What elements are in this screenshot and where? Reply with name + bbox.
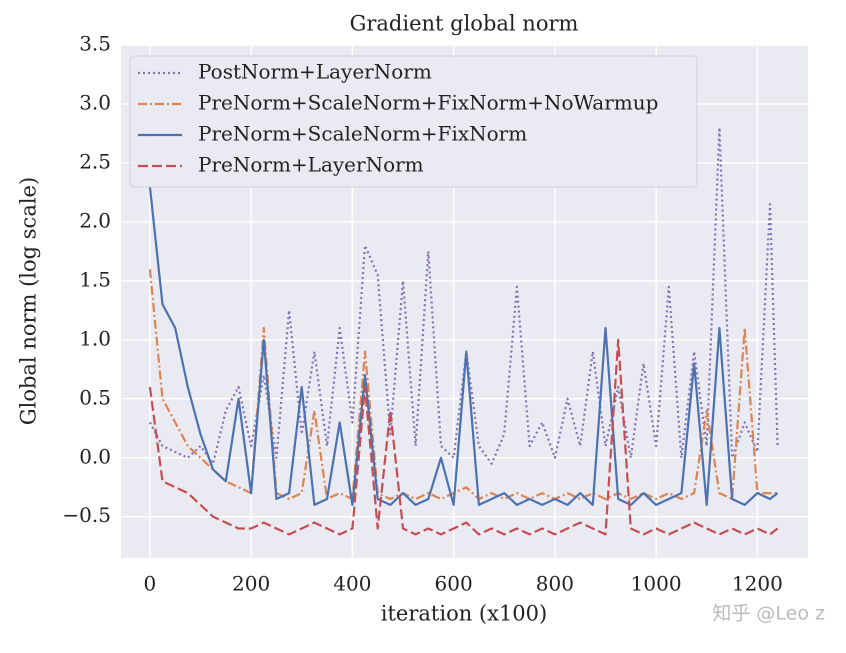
x-tick-label: 800 — [536, 572, 574, 596]
x-tick-label: 1000 — [631, 572, 682, 596]
watermark: 知乎 @Leo z — [712, 603, 825, 625]
y-tick-label: 1.0 — [79, 326, 111, 350]
y-tick-label: 3.0 — [79, 90, 111, 114]
y-tick-label: 3.5 — [79, 32, 111, 56]
legend-label: PreNorm+ScaleNorm+FixNorm+NoWarmup — [198, 91, 658, 115]
legend-label: PostNorm+LayerNorm — [198, 60, 432, 84]
x-axis-label: iteration (x100) — [381, 602, 547, 626]
legend-label: PreNorm+LayerNorm — [198, 153, 424, 177]
x-tick-label: 200 — [232, 572, 270, 596]
x-tick-label: 600 — [435, 572, 473, 596]
x-tick-label: 1200 — [732, 572, 783, 596]
legend-label: PreNorm+ScaleNorm+FixNorm — [198, 122, 527, 146]
legend: PostNorm+LayerNorm PreNorm+ScaleNorm+FixN… — [129, 55, 698, 188]
x-tick-label: 400 — [333, 572, 371, 596]
y-tick-label: 0.5 — [79, 385, 111, 409]
chart-title: Gradient global norm — [350, 12, 579, 36]
series-line — [148, 338, 779, 536]
y-tick-label: 2.0 — [79, 208, 111, 232]
lines — [148, 126, 779, 536]
y-tick-label: −0.5 — [62, 503, 111, 527]
y-tick-label: 2.5 — [79, 149, 111, 173]
y-tick-label: 1.5 — [79, 267, 111, 291]
x-tick-label: 0 — [143, 572, 156, 596]
legend-box — [129, 55, 698, 188]
y-tick-label: 0.0 — [79, 444, 111, 468]
y-axis-label: Global norm (log scale) — [17, 177, 41, 425]
series-line — [148, 186, 779, 506]
